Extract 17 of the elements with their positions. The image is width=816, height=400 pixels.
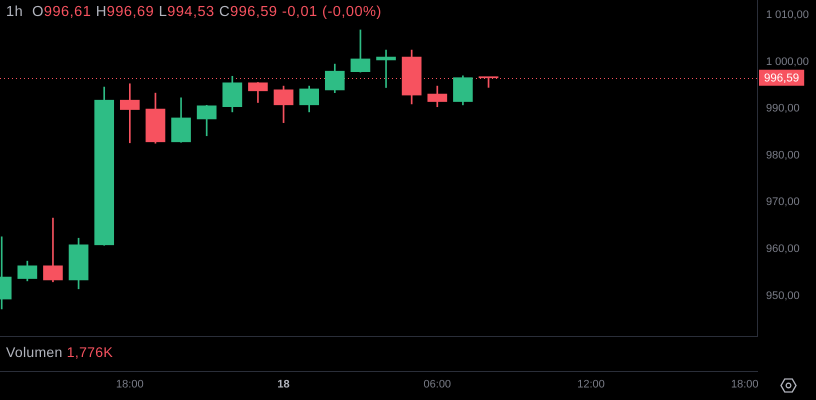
y-tick-label: 970,00 <box>766 196 800 208</box>
y-tick-label: 1 000,00 <box>766 56 809 68</box>
text: O996,61 H996,69 L994,53 C996,59 -0,01 (-0,00%) <box>32 4 382 20</box>
chart-title: 1h <box>6 4 24 20</box>
ref-line-label: 996,59 <box>764 72 800 84</box>
x-tick-label: 18:00 <box>116 378 144 391</box>
y-tick-label: 950,00 <box>766 290 800 302</box>
y-tick-label: 990,00 <box>766 102 800 115</box>
text: Volumen 1,776K <box>6 344 113 360</box>
x-tick-label: 06:00 <box>424 378 452 391</box>
y-tick-label: 980,00 <box>766 149 800 162</box>
candlestick <box>43 218 63 282</box>
y-tick-label: 1 010,00 <box>766 9 809 22</box>
x-tick-label: 18 <box>277 378 290 391</box>
x-tick-label: 18:00 <box>730 378 759 391</box>
y-tick-label: 960,00 <box>766 243 800 256</box>
x-tick-label: 12:00 <box>577 378 605 391</box>
